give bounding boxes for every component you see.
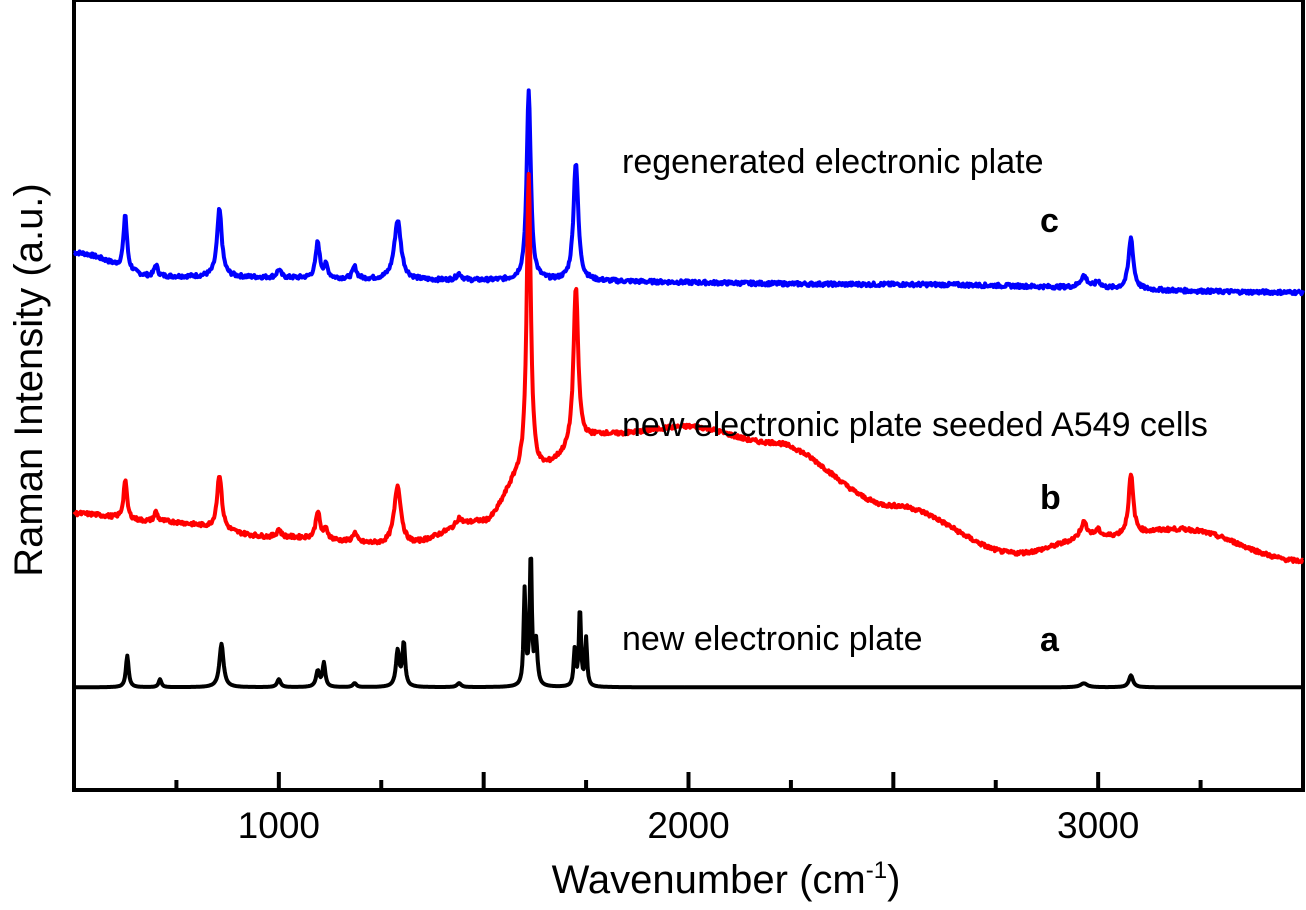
x-axis-title-sup: -1 [866, 857, 887, 884]
series-label-c: c [1040, 202, 1059, 240]
series-line-a [72, 556, 1305, 690]
series-layer [72, 88, 1305, 690]
x-axis-title-main: Wavenumber (cm [552, 858, 866, 902]
x-axis-title-tail: ) [887, 858, 900, 902]
x-axis-ticks: 1000 2000 3000 [174, 772, 1203, 846]
y-axis-title: Raman Intensity (a.u.) [7, 183, 51, 577]
x-tick-label: 3000 [1057, 805, 1139, 846]
plot-frame [72, 0, 1305, 792]
series-label-a: a [1040, 621, 1060, 659]
series-line-b [72, 172, 1305, 565]
x-tick-label: 2000 [647, 805, 729, 846]
annotation-regenerated: regenerated electronic plate [622, 143, 1044, 181]
x-axis-title: Wavenumber (cm-1) [552, 857, 901, 902]
series-label-b: b [1040, 479, 1061, 517]
plot-area: 1000 2000 3000 [72, 0, 1305, 846]
annotation-seeded: new electronic plate seeded A549 cells [622, 406, 1208, 444]
annotation-new: new electronic plate [622, 620, 923, 658]
x-tick-label: 1000 [238, 805, 320, 846]
series-line-c [72, 88, 1305, 297]
